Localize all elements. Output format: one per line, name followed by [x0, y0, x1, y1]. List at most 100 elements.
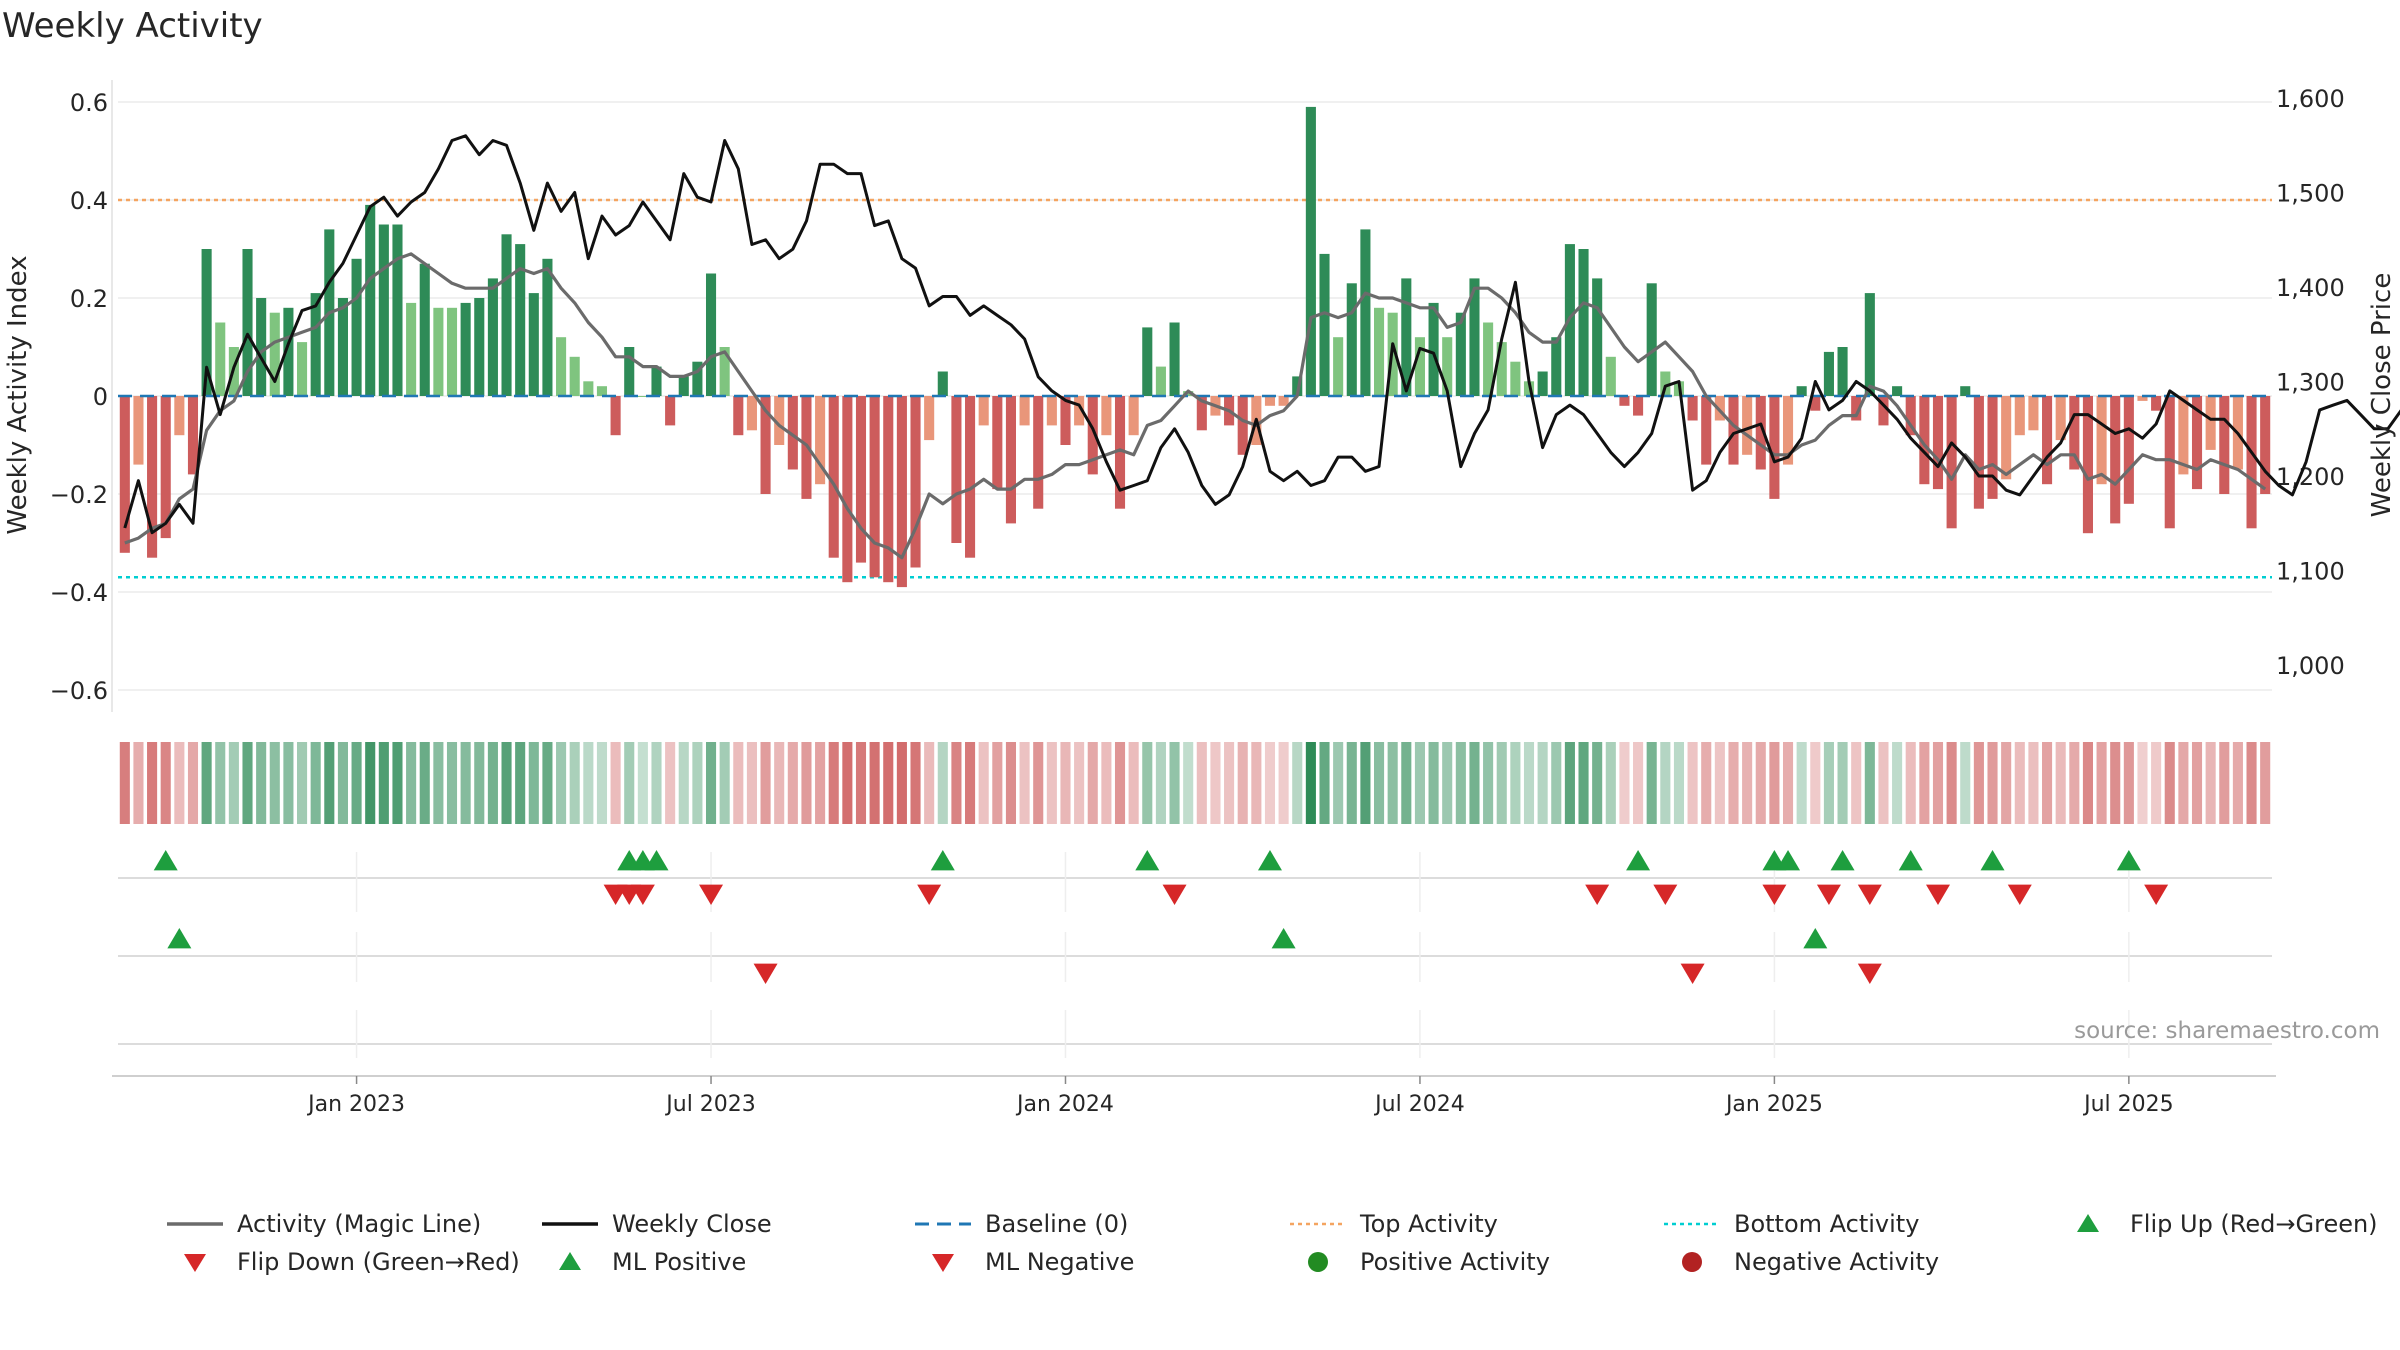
- heat-strip-cell: [2028, 742, 2039, 824]
- heat-strip-cell: [556, 742, 567, 824]
- legend-swatch: [559, 1252, 581, 1270]
- activity-bar: [1278, 396, 1289, 406]
- heat-strip-cell: [351, 742, 362, 824]
- activity-bar: [1905, 396, 1916, 436]
- activity-bar: [583, 381, 594, 396]
- activity-bar: [433, 307, 444, 396]
- heat-strip-cell: [1005, 742, 1016, 824]
- heat-strip-cell: [1169, 742, 1180, 824]
- heat-strip-cell: [310, 742, 321, 824]
- activity-bar: [787, 396, 798, 470]
- heat-strip-cell: [1428, 742, 1439, 824]
- legend: Activity (Magic Line) Weekly Close Baselin…: [167, 1210, 2378, 1276]
- activity-bar: [1782, 396, 1794, 465]
- heat-strip-cell: [651, 742, 662, 824]
- x-tick-label: Jul 2025: [2082, 1092, 2174, 1117]
- heat-strip-cell: [2001, 742, 2012, 824]
- heat-strip-cell: [951, 742, 962, 824]
- activity-bar: [2014, 396, 2025, 436]
- activity-bar: [1714, 396, 1725, 421]
- activity-bar: [1019, 396, 1030, 426]
- heat-strip-cell: [1769, 742, 1780, 824]
- heat-strip-cell: [733, 742, 744, 824]
- heat-strip-cell: [1537, 742, 1548, 824]
- y-tick-label-left: 0.4: [70, 187, 108, 215]
- activity-bar: [1578, 249, 1589, 396]
- activity-bar: [556, 337, 567, 396]
- heat-strip-cell: [1046, 742, 1057, 824]
- heat-strip-cell: [828, 742, 839, 824]
- activity-bar: [147, 396, 158, 558]
- activity-bar: [1851, 396, 1862, 421]
- activity-bar: [1837, 347, 1848, 396]
- activity-bar: [1810, 396, 1821, 411]
- heat-strip-cell: [2246, 742, 2257, 824]
- heat-strip-cell: [1782, 742, 1794, 824]
- activity-bar: [160, 396, 171, 539]
- heat-strip-cell: [2123, 742, 2134, 824]
- heat-strip-cell: [1564, 742, 1575, 824]
- heat-strip-cell: [337, 742, 348, 824]
- heat-strip-cell: [2096, 742, 2107, 824]
- heat-strip-cell: [1019, 742, 1030, 824]
- heat-strip-cell: [1646, 742, 1657, 824]
- heat-strip-cell: [365, 742, 376, 824]
- heat-strip-cell: [596, 742, 608, 824]
- heat-strip-cell: [1905, 742, 1916, 824]
- activity-bar: [419, 263, 430, 396]
- heat-strip-cell: [1728, 742, 1739, 824]
- activity-bar: [1033, 396, 1044, 509]
- activity-bar: [965, 396, 976, 558]
- heat-strip-cell: [1578, 742, 1589, 824]
- activity-bar: [1319, 253, 1330, 396]
- ml-positive-marker: [1271, 928, 1296, 949]
- activity-bar: [651, 366, 662, 396]
- flip-up-marker: [1257, 850, 1282, 871]
- activity-bar: [1005, 396, 1016, 524]
- heat-strip-cell: [2110, 742, 2121, 824]
- activity-bar: [2082, 396, 2093, 534]
- activity-bar: [187, 396, 199, 475]
- heat-strip-cell: [1932, 742, 1944, 824]
- heat-strip-cell: [133, 742, 144, 824]
- heat-strip-cell: [610, 742, 621, 824]
- heat-strip-cell: [392, 742, 403, 824]
- activity-bar: [2246, 396, 2257, 529]
- flip-up-marker: [153, 850, 178, 871]
- legend-label: Negative Activity: [1734, 1248, 1939, 1276]
- flip-down-marker: [1762, 884, 1787, 905]
- heat-strip-cell: [201, 742, 212, 824]
- heat-strip-cell: [1455, 742, 1466, 824]
- activity-bar: [1483, 322, 1494, 396]
- heat-strip-cell: [2232, 742, 2243, 824]
- activity-bar: [1605, 356, 1616, 396]
- flip-down-marker: [1585, 884, 1610, 905]
- heat-strip-cell: [283, 742, 294, 824]
- heat-strip-cell: [1374, 742, 1385, 824]
- legend-swatch: [184, 1254, 206, 1272]
- activity-bar: [1264, 396, 1276, 406]
- activity-bar: [596, 386, 608, 396]
- activity-bar: [2001, 396, 2012, 480]
- activity-bar: [474, 298, 485, 396]
- activity-bar: [1973, 396, 1984, 509]
- y-tick-label-left: 0: [93, 383, 108, 411]
- heat-strip-cell: [1592, 742, 1603, 824]
- activity-bar: [624, 347, 635, 396]
- activity-bar: [2055, 396, 2066, 441]
- heat-strip-cell: [2055, 742, 2066, 824]
- heat-strip-cell: [1755, 742, 1766, 824]
- heat-strip-cell: [542, 742, 553, 824]
- activity-bar: [1442, 337, 1453, 396]
- heat-strip-cell: [1087, 742, 1098, 824]
- activity-bar: [1619, 396, 1630, 406]
- activity-bar: [2164, 396, 2175, 529]
- heat-strip-cell: [460, 742, 471, 824]
- heat-strip-cell: [896, 742, 907, 824]
- activity-bar: [760, 396, 771, 494]
- heat-strip-cell: [1864, 742, 1875, 824]
- activity-bar: [2123, 396, 2134, 504]
- activity-bar: [365, 204, 376, 396]
- activity-bar: [978, 396, 989, 426]
- heat-strip-cell: [883, 742, 894, 824]
